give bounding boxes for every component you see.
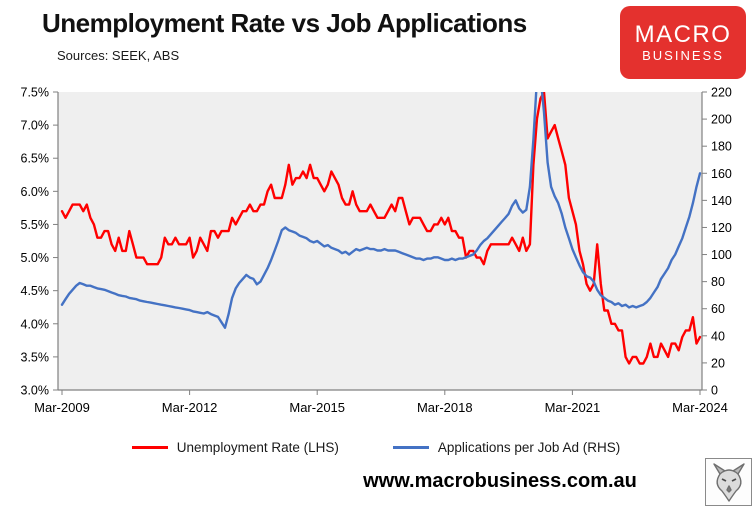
chart-legend: Unemployment Rate (LHS) Applications per… — [0, 440, 752, 455]
svg-text:20: 20 — [711, 356, 725, 370]
svg-text:Mar-2009: Mar-2009 — [34, 400, 90, 415]
red-line-swatch — [131, 446, 168, 449]
logo-text-business: BUSINESS — [642, 47, 724, 63]
svg-text:80: 80 — [711, 275, 725, 289]
legend-label: Applications per Job Ad (RHS) — [437, 440, 621, 455]
wolf-icon — [712, 463, 745, 502]
svg-text:6.5%: 6.5% — [21, 152, 50, 166]
svg-text:40: 40 — [711, 329, 725, 343]
website-link[interactable]: www.macrobusiness.com.au — [363, 470, 637, 492]
svg-text:Mar-2015: Mar-2015 — [289, 400, 345, 415]
svg-text:4.0%: 4.0% — [21, 317, 50, 331]
svg-text:5.0%: 5.0% — [21, 251, 50, 265]
svg-text:200: 200 — [711, 113, 732, 127]
legend-item-applications: Applications per Job Ad (RHS) — [392, 440, 621, 455]
svg-text:7.0%: 7.0% — [21, 119, 50, 133]
svg-text:Mar-2018: Mar-2018 — [417, 400, 473, 415]
svg-text:120: 120 — [711, 221, 732, 235]
svg-text:140: 140 — [711, 194, 732, 208]
svg-text:220: 220 — [711, 86, 732, 100]
svg-text:7.5%: 7.5% — [21, 86, 50, 100]
legend-item-unemployment: Unemployment Rate (LHS) — [131, 440, 339, 455]
svg-text:6.0%: 6.0% — [21, 185, 50, 199]
svg-text:160: 160 — [711, 167, 732, 181]
svg-text:5.5%: 5.5% — [21, 218, 50, 232]
svg-text:4.5%: 4.5% — [21, 284, 50, 298]
chart-sources-label: Sources: SEEK, ABS — [57, 48, 180, 63]
svg-text:100: 100 — [711, 248, 732, 262]
macrobusiness-logo: MACRO BUSINESS — [620, 6, 746, 79]
svg-text:60: 60 — [711, 302, 725, 316]
svg-text:0: 0 — [711, 384, 718, 398]
unemployment-vs-applications-chart: 7.5% 7.0% 6.5% 6.0% 5.5% 5.0% 4.5% 4.0% 3.5% 3.0%… — [21, 86, 732, 416]
logo-text-macro: MACRO — [634, 21, 732, 49]
wolf-logo — [705, 458, 752, 506]
svg-text:180: 180 — [711, 140, 732, 154]
svg-text:Mar-2021: Mar-2021 — [545, 400, 601, 415]
svg-text:3.0%: 3.0% — [21, 384, 50, 398]
svg-text:3.5%: 3.5% — [21, 350, 50, 364]
page-title: Unemployment Rate vs Job Applications — [42, 8, 527, 38]
svg-text:Mar-2024: Mar-2024 — [672, 400, 728, 415]
blue-line-swatch — [392, 446, 429, 449]
svg-text:Mar-2012: Mar-2012 — [162, 400, 218, 415]
legend-label: Unemployment Rate (LHS) — [176, 440, 339, 455]
